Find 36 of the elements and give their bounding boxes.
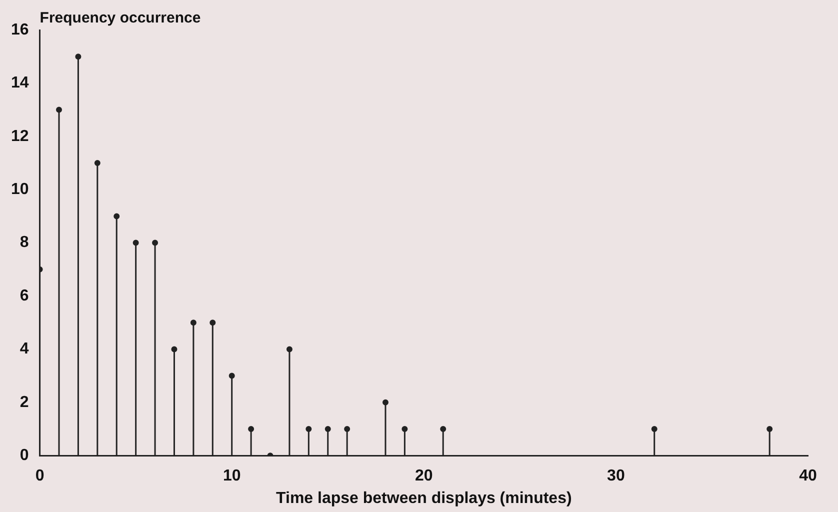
y-tick-label: 16 [11, 21, 29, 38]
x-tick-label: 40 [799, 468, 817, 485]
point [190, 320, 196, 326]
y-tick-label: 14 [11, 74, 29, 92]
point [306, 426, 312, 432]
y-tick-label: 12 [11, 128, 29, 145]
y-axis-title: Frequency occurrence [40, 10, 201, 27]
point [440, 426, 446, 432]
x-tick-label: 10 [222, 468, 241, 485]
x-tick-label: 30 [607, 468, 625, 485]
point [228, 372, 235, 379]
point [766, 426, 773, 432]
point [171, 346, 178, 352]
point [56, 106, 62, 113]
y-tick-label: 10 [11, 181, 29, 198]
point [324, 426, 331, 432]
x-tick-label: 20 [415, 468, 433, 485]
point [651, 426, 658, 432]
y-tick-label: 0 [20, 447, 29, 464]
point [248, 426, 254, 432]
point [114, 213, 120, 220]
point [286, 346, 292, 352]
point [132, 240, 139, 246]
y-tick-label: 8 [20, 234, 29, 252]
y-tick-label: 4 [20, 340, 29, 358]
point [344, 426, 350, 432]
point [402, 426, 408, 432]
point [94, 160, 100, 166]
point [382, 399, 388, 406]
point [210, 320, 216, 326]
point [152, 240, 158, 246]
y-tick-label: 6 [20, 287, 29, 304]
point [75, 54, 82, 60]
y-tick-label: 2 [20, 394, 29, 411]
x-tick-label: 0 [35, 468, 44, 485]
x-axis-title: Time lapse between displays (minutes) [276, 490, 572, 507]
